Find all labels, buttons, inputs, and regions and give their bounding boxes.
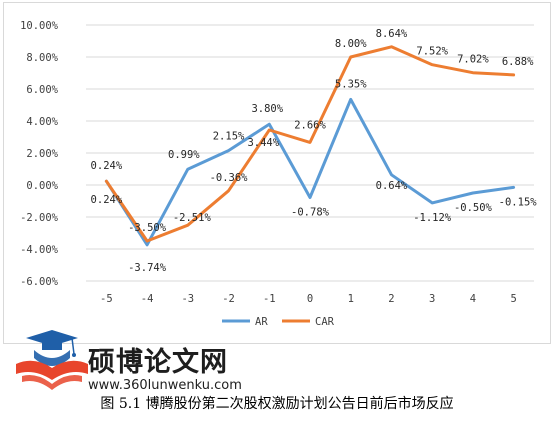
data-label-ar: -1.12% bbox=[413, 212, 452, 224]
series-line-car bbox=[104, 45, 516, 243]
data-label-car: -0.36% bbox=[210, 172, 249, 184]
y-tick-label: 10.00% bbox=[20, 20, 59, 32]
figure-caption: 图 5.1 博腾股份第二次股权激励计划公告日前后市场反应 bbox=[100, 396, 454, 412]
data-label-ar: -0.78% bbox=[291, 206, 330, 218]
legend-label-car: CAR bbox=[315, 316, 335, 328]
data-label-ar: 0.24% bbox=[91, 160, 123, 172]
chart-frame: -6.00% -4.00% -2.00% 0.00% 2.00% 4.00% 6.00% 8.… bbox=[3, 2, 551, 344]
x-tick-label: 4 bbox=[470, 293, 476, 305]
graduation-cap-icon bbox=[16, 330, 88, 390]
data-label-car: -2.51% bbox=[173, 212, 212, 224]
legend-label-ar: AR bbox=[255, 316, 268, 328]
x-tick-label: 1 bbox=[348, 293, 354, 305]
x-tick-label: 0 bbox=[307, 293, 313, 305]
x-tick-label: -5 bbox=[100, 293, 113, 305]
data-label-car: 8.00% bbox=[335, 38, 367, 50]
data-label-ar: -0.50% bbox=[454, 202, 493, 214]
watermark-site-name: 硕博论文网 bbox=[88, 347, 228, 378]
y-tick-label: 4.00% bbox=[26, 116, 58, 128]
series-line-ar bbox=[104, 97, 516, 247]
data-label-car: 2.66% bbox=[294, 119, 326, 131]
x-tick-label: -3 bbox=[181, 293, 194, 305]
x-tick-label: -2 bbox=[222, 293, 235, 305]
y-tick-label: -6.00% bbox=[20, 276, 59, 288]
y-tick-label: 2.00% bbox=[26, 148, 58, 160]
data-label-car: 8.64% bbox=[376, 28, 408, 40]
data-label-ar: 0.64% bbox=[376, 180, 408, 192]
data-label-ar: 0.99% bbox=[168, 149, 200, 161]
x-tick-label: -4 bbox=[141, 293, 154, 305]
y-tick-label: -2.00% bbox=[20, 212, 59, 224]
data-label-ar: -3.74% bbox=[128, 262, 167, 274]
y-tick-label: 0.00% bbox=[26, 180, 58, 192]
data-label-car: 7.02% bbox=[457, 54, 489, 66]
watermark-logo bbox=[16, 330, 88, 390]
data-label-ar: 2.15% bbox=[213, 131, 245, 143]
data-label-car: 0.24% bbox=[91, 194, 123, 206]
watermark-site-url: www.360lunwenku.com bbox=[88, 378, 242, 393]
data-label-car: 3.44% bbox=[247, 137, 279, 149]
y-tick-label: 6.00% bbox=[26, 84, 58, 96]
line-chart: -6.00% -4.00% -2.00% 0.00% 2.00% 4.00% 6.00% 8.… bbox=[20, 20, 538, 328]
data-label-ar: 3.80% bbox=[251, 103, 283, 115]
data-label-car: -3.50% bbox=[128, 222, 167, 234]
data-label-car: 6.88% bbox=[502, 56, 534, 68]
data-label-ar: 5.35% bbox=[335, 78, 367, 90]
y-tick-label: 8.00% bbox=[26, 52, 58, 64]
data-label-ar: -0.15% bbox=[499, 196, 538, 208]
x-tick-label: 3 bbox=[429, 293, 435, 305]
x-tick-label: 5 bbox=[510, 293, 516, 305]
y-tick-label: -4.00% bbox=[20, 244, 59, 256]
x-tick-label: -1 bbox=[263, 293, 276, 305]
x-tick-label: 2 bbox=[388, 293, 394, 305]
data-label-car: 7.52% bbox=[416, 46, 448, 58]
